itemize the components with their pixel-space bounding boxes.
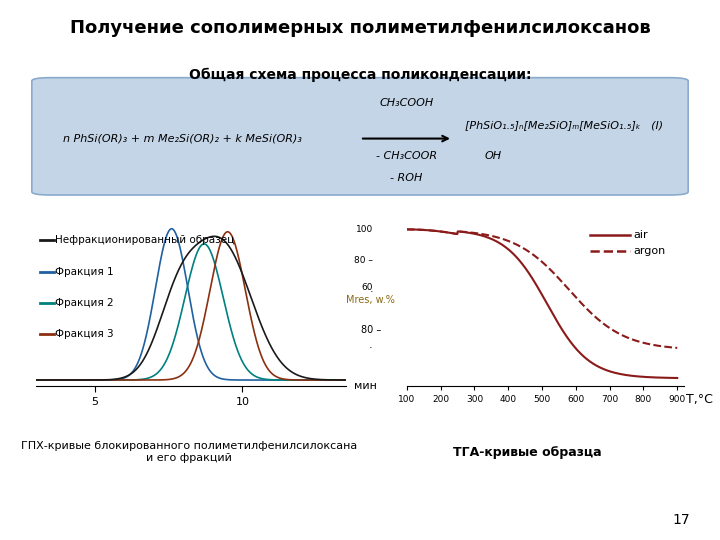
- Text: 60: 60: [361, 283, 373, 292]
- Text: Фракция 1: Фракция 1: [55, 267, 114, 276]
- Text: [PhSiO₁.₅]ₙ[Me₂SiO]ₘ[MeSiO₁.₅]ₖ   (I): [PhSiO₁.₅]ₙ[Me₂SiO]ₘ[MeSiO₁.₅]ₖ (I): [465, 120, 663, 130]
- Text: мин: мин: [354, 381, 377, 391]
- Text: 17: 17: [672, 512, 690, 526]
- Text: Получение сополимерных полиметилфенилсилоксанов: Получение сополимерных полиметилфенилсил…: [70, 19, 650, 37]
- Text: - ROH: - ROH: [390, 173, 423, 184]
- Text: 80 –: 80 –: [354, 256, 373, 265]
- Text: argon: argon: [634, 246, 666, 256]
- FancyBboxPatch shape: [32, 78, 688, 195]
- Text: ·: ·: [369, 343, 373, 353]
- Text: Фракция 3: Фракция 3: [55, 329, 114, 339]
- Text: Нефракционированный образец: Нефракционированный образец: [55, 235, 235, 245]
- Text: OH: OH: [485, 151, 502, 161]
- Text: air: air: [634, 230, 648, 240]
- Text: 80 –: 80 –: [361, 326, 381, 335]
- Text: T,°C: T,°C: [686, 393, 713, 406]
- Text: ГПХ-кривые блокированного полиметилфенилсилоксана
и его фракций: ГПХ-кривые блокированного полиметилфенил…: [21, 442, 357, 463]
- Text: ·: ·: [369, 287, 373, 297]
- Text: n PhSi(OR)₃ + m Me₂Si(OR)₂ + k MeSi(OR)₃: n PhSi(OR)₃ + m Me₂Si(OR)₂ + k MeSi(OR)₃: [63, 133, 302, 144]
- Text: Фракция 2: Фракция 2: [55, 298, 114, 308]
- Text: ТГА-кривые образца: ТГА-кривые образца: [453, 446, 602, 459]
- Text: CH₃COOH: CH₃COOH: [379, 98, 433, 108]
- Text: Общая схема процесса поликонденсации:: Общая схема процесса поликонденсации:: [189, 68, 531, 82]
- Text: Mres, w.%: Mres, w.%: [346, 295, 395, 305]
- Text: 100: 100: [356, 225, 373, 234]
- Text: - CH₃COOR: - CH₃COOR: [376, 151, 437, 161]
